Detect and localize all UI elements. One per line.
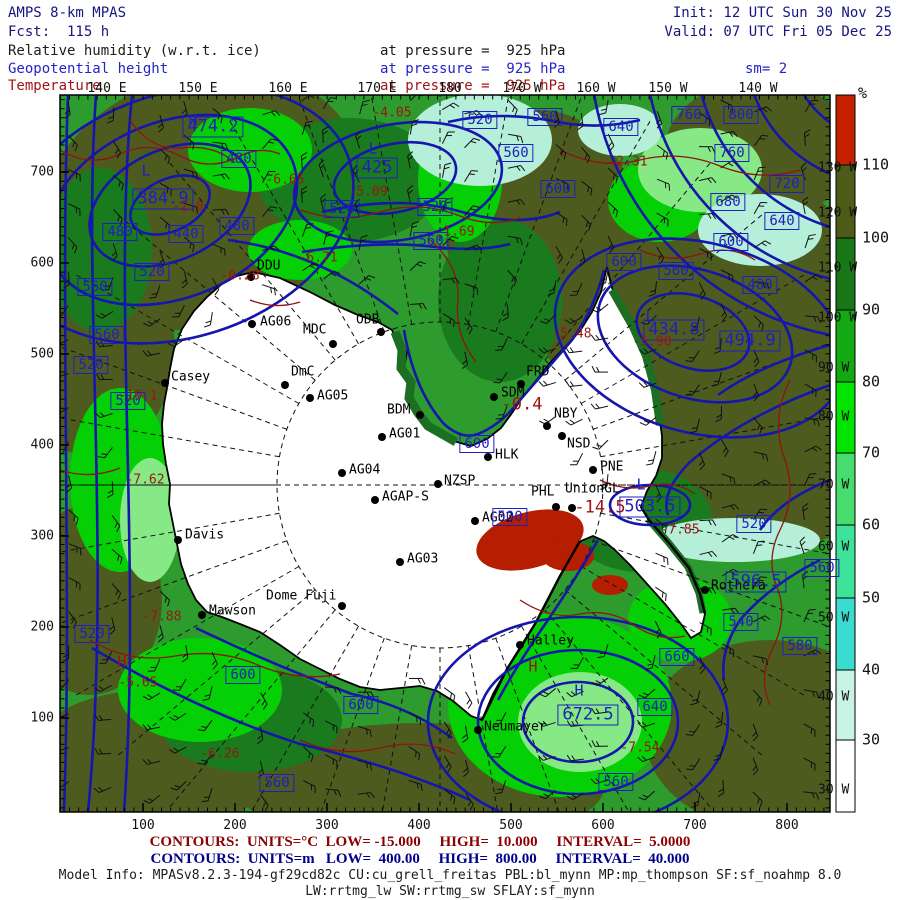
geopotential-height-contours <box>60 95 830 812</box>
antarctica-continent <box>161 266 707 722</box>
temperature-contours <box>60 119 801 755</box>
map-frame <box>59 94 831 813</box>
axis-ticks <box>59 95 830 812</box>
colorbar <box>835 94 856 813</box>
